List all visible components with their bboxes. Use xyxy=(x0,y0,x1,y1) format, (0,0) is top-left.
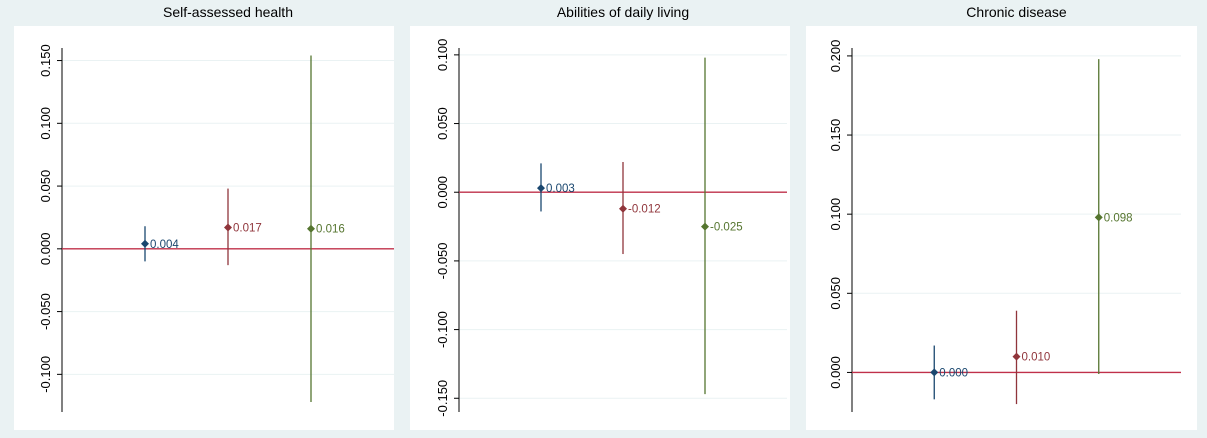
point-estimate-marker xyxy=(224,223,232,232)
y-tick-label: -0.100 xyxy=(38,356,53,393)
data-label: 0.010 xyxy=(1022,352,1051,364)
y-tick-label: 0.100 xyxy=(38,107,53,140)
y-tick-label: 0.000 xyxy=(828,356,843,389)
data-label: 0.098 xyxy=(1104,212,1133,224)
point-estimate-marker xyxy=(537,184,545,193)
point-estimate-marker xyxy=(1094,213,1103,222)
y-tick-label: 0.000 xyxy=(38,233,53,266)
y-tick-label: -0.050 xyxy=(435,242,450,279)
point-estimate-marker xyxy=(701,222,709,231)
point-estimate-marker xyxy=(619,204,627,213)
chart-title: Self-assessed health xyxy=(163,4,293,20)
chart-panel-2: Abilities of daily living -0.150 -0.100 -0.… xyxy=(410,4,790,430)
chart-title: Abilities of daily living xyxy=(557,4,689,20)
data-label: -0.012 xyxy=(628,204,661,216)
y-tick-label: 0.050 xyxy=(828,277,843,310)
y-tick-label: -0.100 xyxy=(435,311,450,348)
point-estimate-marker xyxy=(1012,352,1021,361)
data-label: 0.000 xyxy=(939,367,968,379)
data-label: 0.003 xyxy=(546,183,575,195)
panel-background xyxy=(14,26,394,430)
y-tick-label: 0.150 xyxy=(828,119,843,152)
panel-background xyxy=(806,26,1197,430)
data-label: 0.004 xyxy=(150,239,179,251)
y-tick-label: 0.100 xyxy=(435,39,450,72)
data-label: 0.016 xyxy=(316,224,345,236)
y-tick-label: -0.050 xyxy=(38,293,53,330)
y-tick-label: 0.150 xyxy=(38,44,53,77)
chart-panel-1: Self-assessed health -0.100 -0.050 0.000 0.0… xyxy=(14,4,394,430)
point-estimate-marker xyxy=(307,224,315,233)
point-estimate-marker xyxy=(141,239,149,248)
y-tick-label: 0.200 xyxy=(828,40,843,73)
panel-background xyxy=(410,26,790,430)
chart-title: Chronic disease xyxy=(966,4,1067,20)
y-tick-label: -0.150 xyxy=(435,380,450,417)
y-tick-label: 0.050 xyxy=(435,107,450,140)
y-tick-label: 0.000 xyxy=(435,176,450,209)
data-label: -0.025 xyxy=(710,222,743,234)
data-label: 0.017 xyxy=(233,222,262,234)
point-estimate-marker xyxy=(930,368,939,377)
y-tick-label: 0.100 xyxy=(828,198,843,231)
chart-panel-3: Chronic disease 0.000 0.050 0.100 0.150 0.200… xyxy=(806,4,1197,430)
y-tick-label: 0.050 xyxy=(38,170,53,203)
